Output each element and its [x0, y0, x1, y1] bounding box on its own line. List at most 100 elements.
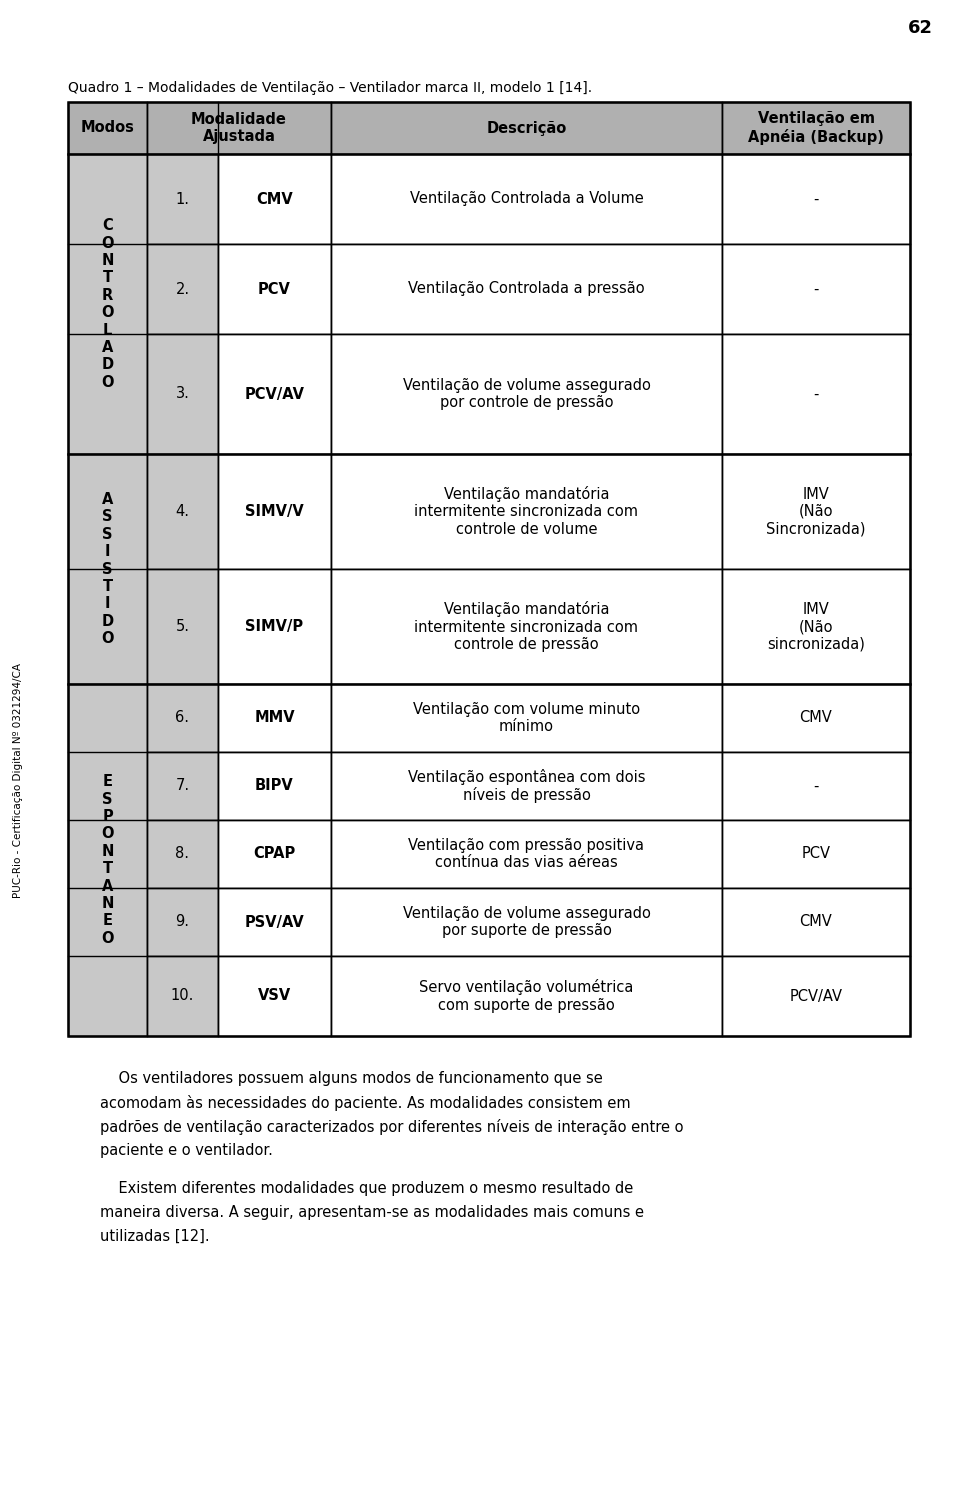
Text: CPAP: CPAP: [253, 847, 296, 862]
Text: PCV/AV: PCV/AV: [245, 386, 304, 401]
Bar: [147, 888, 218, 955]
Text: Existem diferentes modalidades que produzem o mesmo resultado de: Existem diferentes modalidades que produ…: [100, 1181, 634, 1196]
Bar: [331, 683, 722, 753]
Text: Ventilação de volume assegurado
por controle de pressão: Ventilação de volume assegurado por cont…: [402, 379, 651, 410]
Text: Ventilação mandatória
intermitente sincronizada com
controle de pressão: Ventilação mandatória intermitente sincr…: [415, 601, 638, 652]
Bar: [331, 820, 722, 888]
Text: 1.: 1.: [176, 191, 189, 206]
Text: Ventilação Controlada a Volume: Ventilação Controlada a Volume: [410, 191, 643, 206]
Text: 9.: 9.: [176, 915, 189, 930]
Bar: [218, 753, 331, 820]
Bar: [68, 102, 147, 155]
Text: -: -: [813, 778, 819, 793]
Bar: [722, 102, 910, 155]
Text: Ventilação em
Apnéia (Backup): Ventilação em Apnéia (Backup): [748, 111, 884, 144]
Bar: [722, 569, 910, 683]
Bar: [147, 155, 218, 243]
Text: SIMV/P: SIMV/P: [246, 619, 303, 634]
Text: C
O
N
T
R
O
L
A
D
O: C O N T R O L A D O: [101, 218, 113, 391]
Text: VSV: VSV: [258, 988, 291, 1003]
Bar: [331, 955, 722, 1036]
Bar: [147, 683, 218, 753]
Bar: [331, 888, 722, 955]
Bar: [68, 102, 910, 1036]
Bar: [331, 569, 722, 683]
Text: 6.: 6.: [176, 710, 189, 725]
Bar: [722, 454, 910, 569]
Bar: [722, 155, 910, 243]
Bar: [218, 683, 331, 753]
Bar: [722, 753, 910, 820]
Text: 5.: 5.: [176, 619, 189, 634]
Text: Quadro 1 – Modalidades de Ventilação – Ventilador marca II, modelo 1 [14].: Quadro 1 – Modalidades de Ventilação – V…: [68, 81, 592, 95]
Text: PCV: PCV: [802, 847, 830, 862]
Bar: [218, 955, 331, 1036]
Bar: [218, 454, 331, 569]
Bar: [68, 454, 147, 683]
Bar: [218, 569, 331, 683]
Text: IMV
(Não
Sincronizada): IMV (Não Sincronizada): [766, 487, 866, 536]
Text: A
S
S
I
S
T
I
D
O: A S S I S T I D O: [101, 491, 113, 646]
Text: 62: 62: [907, 20, 932, 38]
Bar: [722, 820, 910, 888]
Bar: [722, 683, 910, 753]
Text: Os ventiladores possuem alguns modos de funcionamento que se: Os ventiladores possuem alguns modos de …: [100, 1071, 603, 1086]
Text: utilizadas [12].: utilizadas [12].: [100, 1229, 209, 1244]
Bar: [331, 155, 722, 243]
Text: SIMV/V: SIMV/V: [245, 505, 304, 520]
Text: padrões de ventilação caracterizados por diferentes níveis de interação entre o: padrões de ventilação caracterizados por…: [100, 1119, 684, 1136]
Text: Ventilação mandatória
intermitente sincronizada com
controle de volume: Ventilação mandatória intermitente sincr…: [415, 487, 638, 536]
Text: PSV/AV: PSV/AV: [245, 915, 304, 930]
Bar: [147, 243, 218, 333]
Text: Ventilação com volume minuto
mínimo: Ventilação com volume minuto mínimo: [413, 701, 640, 734]
Bar: [722, 888, 910, 955]
Text: Ventilação de volume assegurado
por suporte de pressão: Ventilação de volume assegurado por supo…: [402, 906, 651, 939]
Bar: [147, 820, 218, 888]
Text: 4.: 4.: [176, 505, 189, 520]
Text: MMV: MMV: [254, 710, 295, 725]
Bar: [331, 102, 722, 155]
Text: -: -: [813, 386, 819, 401]
Text: -: -: [813, 281, 819, 296]
Text: IMV
(Não
sincronizada): IMV (Não sincronizada): [767, 602, 865, 652]
Text: BIPV: BIPV: [255, 778, 294, 793]
Bar: [218, 888, 331, 955]
Bar: [147, 333, 218, 454]
Bar: [218, 820, 331, 888]
Text: PUC-Rio - Certificação Digital Nº 0321294/CA: PUC-Rio - Certificação Digital Nº 032129…: [13, 662, 23, 898]
Text: 7.: 7.: [176, 778, 189, 793]
Text: 10.: 10.: [171, 988, 194, 1003]
Text: 8.: 8.: [176, 847, 189, 862]
Bar: [68, 683, 147, 1036]
Text: Descrição: Descrição: [487, 120, 566, 135]
Text: 2.: 2.: [176, 281, 189, 296]
Text: Ventilação espontânea com dois
níveis de pressão: Ventilação espontânea com dois níveis de…: [408, 769, 645, 804]
Text: CMV: CMV: [800, 710, 832, 725]
Text: 3.: 3.: [176, 386, 189, 401]
Bar: [147, 955, 218, 1036]
Text: Servo ventilação volumétrica
com suporte de pressão: Servo ventilação volumétrica com suporte…: [420, 979, 634, 1012]
Bar: [218, 243, 331, 333]
Bar: [722, 955, 910, 1036]
Text: Ventilação com pressão positiva
contínua das vias aéreas: Ventilação com pressão positiva contínua…: [409, 838, 644, 870]
Text: paciente e o ventilador.: paciente e o ventilador.: [100, 1143, 273, 1158]
Bar: [68, 155, 147, 454]
Bar: [218, 333, 331, 454]
Text: CMV: CMV: [800, 915, 832, 930]
Bar: [331, 333, 722, 454]
Bar: [331, 454, 722, 569]
Text: maneira diversa. A seguir, apresentam-se as modalidades mais comuns e: maneira diversa. A seguir, apresentam-se…: [100, 1205, 644, 1220]
Text: Ventilação Controlada a pressão: Ventilação Controlada a pressão: [408, 281, 645, 296]
Text: acomodam às necessidades do paciente. As modalidades consistem em: acomodam às necessidades do paciente. As…: [100, 1095, 631, 1111]
Bar: [218, 155, 331, 243]
Bar: [331, 243, 722, 333]
Bar: [147, 454, 218, 569]
Text: CMV: CMV: [256, 191, 293, 206]
Text: Modos: Modos: [81, 120, 134, 135]
Text: -: -: [813, 191, 819, 206]
Bar: [147, 753, 218, 820]
Text: E
S
P
O
N
T
A
N
E
O: E S P O N T A N E O: [101, 774, 113, 946]
Bar: [722, 243, 910, 333]
Bar: [147, 102, 331, 155]
Bar: [331, 753, 722, 820]
